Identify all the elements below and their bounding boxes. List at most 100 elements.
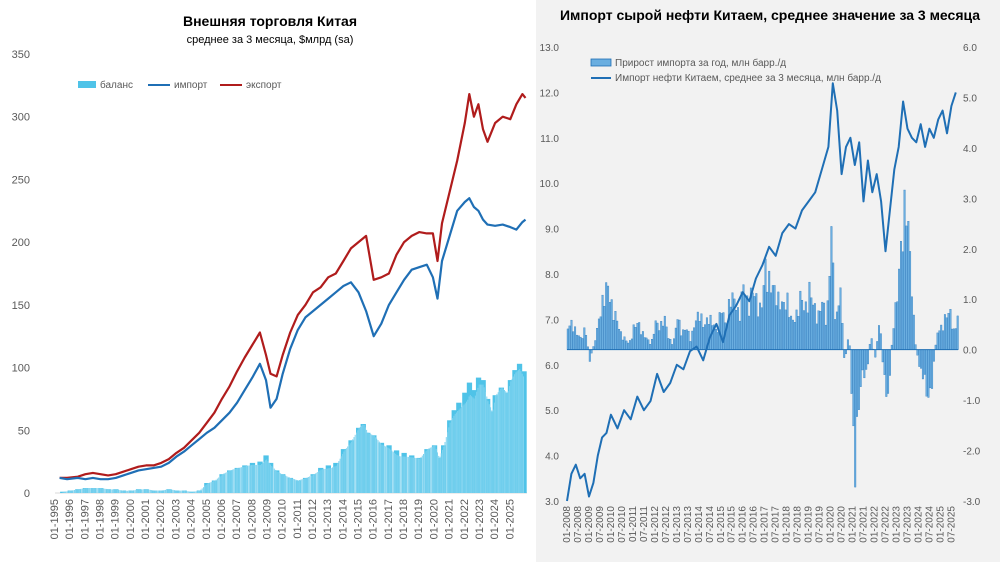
growth-bar [845,349,847,355]
balance-bar-monthly [478,384,480,493]
balance-bar-monthly [350,441,352,493]
balance-bar-monthly [334,466,336,493]
balance-bar-monthly [230,470,232,493]
balance-bar-monthly [242,466,244,493]
growth-bar [610,299,613,350]
balance-bar-monthly [519,369,521,493]
growth-bar [900,241,902,350]
x-tick-label: 01-2015 [353,499,365,539]
china-trade-chart-panel: Внешняя торговля Китая среднее за 3 меся… [11,13,527,540]
balance-bar-monthly [195,491,197,493]
y-right-tick-label: 0.0 [963,346,977,357]
balance-bar-monthly [495,395,497,493]
growth-bar [766,291,769,350]
oil-import-line [566,82,957,502]
balance-bar-monthly [299,480,301,493]
balance-bar-monthly [203,487,204,493]
balance-bar-monthly [143,489,145,493]
growth-bar [892,328,895,350]
y-left-tick-label: 4.0 [545,452,559,463]
balance-bar-monthly [99,488,101,493]
balance-bar-monthly [409,457,411,493]
balance-bar-monthly [471,396,473,493]
x-tick-label: 01-2021 [848,506,859,543]
balance-bar-monthly [442,449,443,493]
balance-bar-monthly [163,490,165,493]
balance-bar-monthly [434,445,436,493]
balance-bar-monthly [249,465,251,493]
growth-bar [821,301,824,350]
balance-bar-monthly [266,459,268,493]
balance-bar-monthly [290,478,292,493]
x-tick-label: 07-2024 [924,506,935,543]
balance-bar-monthly [171,489,173,493]
balance-bar-monthly [444,442,446,493]
balance-bar-monthly [482,384,484,493]
balance-bar-monthly [425,450,427,493]
x-tick-label: 07-2025 [946,506,957,543]
growth-bar [651,339,653,350]
balance-bar-monthly [147,489,149,493]
balance-bar-monthly [72,490,74,493]
growth-bar [608,302,611,350]
growth-bar [793,322,796,350]
balance-bar-monthly [371,434,373,493]
growth-bar [909,251,912,350]
balance-bar-monthly [363,425,365,493]
balance-bar-monthly [318,471,320,493]
balance-bar-monthly [170,489,172,493]
balance-bar-monthly [375,437,376,493]
growth-bar [947,313,950,350]
balance-bar-monthly [511,378,513,493]
growth-bar [605,282,608,350]
x-tick-label: 07-2016 [749,506,760,543]
balance-bar-monthly [367,432,369,493]
balance-bar-monthly [285,475,287,493]
growth-bar [896,301,899,350]
growth-bar [812,304,815,350]
growth-bar [876,341,879,350]
balance-bar-monthly [320,469,322,493]
growth-bar [770,292,772,350]
balance-bar-monthly [239,467,241,493]
x-tick-label: 07-2018 [793,506,804,543]
x-tick-label: 01-2013 [322,499,334,539]
growth-bar [790,315,793,350]
growth-bar [603,306,606,350]
balance-bar-monthly [362,424,364,493]
balance-bar-monthly [134,490,136,493]
x-tick-label: 01-2020 [428,499,440,539]
balance-bar-monthly [464,403,466,493]
balance-bar-monthly [344,449,346,493]
y-left-tick-label: 6.0 [545,361,559,372]
balance-bar-monthly [128,490,130,493]
growth-bar [823,302,826,350]
balance-bar-monthly [368,433,370,493]
balance-bar-monthly [381,444,383,493]
growth-bar [797,316,800,350]
balance-bar-monthly [75,489,77,493]
balance-bar-monthly [96,488,98,493]
x-tick-label: 07-2011 [639,506,650,542]
balance-bar-monthly [123,490,125,493]
balance-bar-monthly [262,463,264,493]
y-right-tick-label: 6.0 [963,43,977,54]
balance-bar [498,387,504,493]
balance-bar-monthly [397,455,399,493]
balance-bar-monthly [238,467,240,493]
balance-bar-monthly [244,466,246,493]
growth-bar [879,333,882,350]
growth-bar [643,337,646,350]
balance-bar-monthly [496,393,498,493]
growth-bar [663,315,666,350]
balance-bar-monthly [372,435,374,493]
balance-bar-monthly [353,437,355,493]
balance-bar-monthly [125,490,127,493]
balance-bar-monthly [431,446,433,493]
growth-bar [667,338,670,350]
balance-bar-monthly [305,478,307,493]
balance-bar-monthly [104,488,106,493]
y-left-tick-label: 11.0 [540,134,559,145]
growth-bar [846,339,849,350]
balance-bar-monthly [209,482,211,493]
